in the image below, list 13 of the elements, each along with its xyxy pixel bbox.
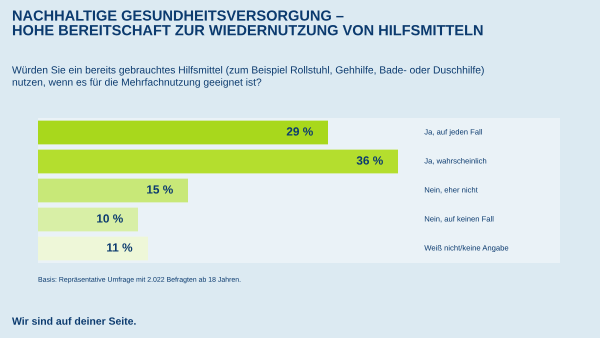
chart-subtitle: Würden Sie ein bereits gebrauchtes Hilfsmittel (zum Beispiel Rollstuhl, Gehhilfe, Bade- oder Duschhilfe) nutzen, wenn es für die Mehrfachnutzung geeignet ist? bbox=[12, 66, 484, 88]
data-label: 29 % bbox=[286, 127, 313, 136]
bar bbox=[38, 208, 138, 232]
data-label: 15 % bbox=[147, 185, 173, 194]
chart-title: NACHHALTIGE GESUNDHEITSVERSORGUNG – HOHE BEREITSCHAFT ZUR WIEDERNUTZUNG VON HILFSMITTELN bbox=[12, 10, 483, 36]
bar bbox=[38, 178, 188, 202]
text: Wir sind auf deiner Seite. bbox=[12, 317, 136, 325]
data-label: 36 % bbox=[356, 156, 383, 165]
bar bbox=[38, 150, 398, 174]
bar bbox=[38, 120, 328, 144]
data-label: 11 % bbox=[107, 243, 132, 252]
bar bbox=[38, 236, 148, 260]
data-label: 10 % bbox=[97, 214, 123, 223]
